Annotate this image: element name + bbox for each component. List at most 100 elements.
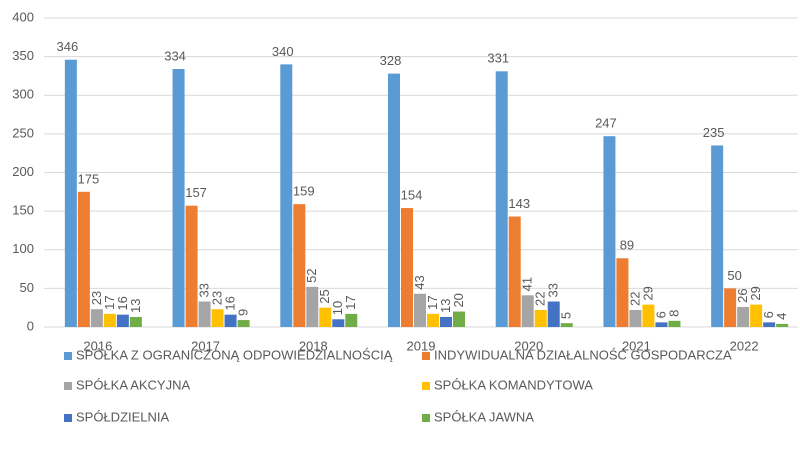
x-tick-label: 2021 [622, 338, 651, 353]
bar [560, 323, 573, 327]
x-tick-label: 2017 [191, 338, 220, 353]
data-label: 33 [546, 283, 561, 297]
bar [737, 306, 750, 327]
bar [668, 320, 681, 327]
bar [427, 313, 439, 327]
bar [116, 314, 129, 327]
bar [224, 314, 237, 327]
data-label: 143 [508, 196, 530, 211]
bar [293, 204, 306, 327]
data-label: 52 [304, 268, 319, 282]
data-label: 154 [401, 187, 423, 202]
data-label: 26 [735, 288, 750, 302]
y-tick-label: 100 [12, 241, 34, 256]
bar [776, 323, 789, 327]
legend-label: SPÓŁKA Z OGRANICZONĄ ODPOWIEDZIALNOŚCIĄ [76, 347, 393, 362]
x-tick-label: 2018 [299, 338, 328, 353]
bar [655, 322, 668, 327]
data-label: 22 [533, 292, 548, 306]
bar [750, 304, 763, 327]
bar [332, 319, 345, 327]
bar [198, 301, 211, 327]
x-tick-label: 2019 [407, 338, 436, 353]
data-label: 17 [102, 295, 117, 309]
data-label: 13 [438, 298, 453, 312]
bar [495, 71, 508, 328]
y-tick-label: 150 [12, 203, 34, 218]
data-label: 43 [412, 275, 427, 289]
data-label: 16 [223, 296, 238, 310]
bar [280, 64, 293, 327]
data-label: 346 [57, 39, 79, 54]
data-label: 17 [425, 295, 440, 309]
y-tick-label: 350 [12, 48, 34, 63]
y-tick-label: 250 [12, 125, 34, 140]
data-label: 247 [595, 116, 617, 131]
data-label: 331 [487, 51, 509, 66]
data-label: 33 [197, 283, 212, 297]
legend-swatch [64, 352, 72, 360]
data-label: 159 [293, 184, 315, 199]
bar [306, 286, 319, 327]
data-label: 328 [380, 53, 402, 68]
bar [172, 68, 185, 328]
data-label: 89 [620, 238, 634, 253]
data-label: 29 [640, 286, 655, 300]
data-label: 340 [272, 44, 294, 59]
legend-swatch [64, 382, 72, 390]
data-label: 6 [761, 311, 776, 318]
bar [401, 208, 413, 327]
bar [103, 313, 116, 327]
data-label: 16 [115, 296, 130, 310]
bar [724, 288, 737, 327]
bar [763, 322, 776, 327]
bar [453, 311, 465, 327]
bar [90, 309, 103, 327]
x-tick-label: 2022 [730, 338, 759, 353]
bar [521, 295, 534, 327]
data-label: 4 [774, 313, 789, 320]
legend-swatch [422, 414, 430, 422]
data-label: 25 [317, 289, 332, 303]
bar [508, 216, 521, 327]
bar [129, 316, 142, 327]
bar [64, 59, 77, 328]
data-label: 22 [627, 292, 642, 306]
legend-label: SPÓŁKA KOMANDYTOWA [434, 377, 593, 392]
data-label: 175 [78, 171, 100, 186]
y-tick-label: 400 [12, 9, 34, 24]
legend-label: SPÓŁKA AKCYJNA [76, 377, 190, 392]
data-label: 23 [89, 291, 104, 305]
legend-label: SPÓŁDZIELNIA [76, 409, 170, 424]
legend-swatch [422, 352, 430, 360]
data-label: 10 [330, 301, 345, 315]
bar [77, 191, 90, 327]
y-tick-label: 0 [27, 318, 34, 333]
legend-swatch [64, 414, 72, 422]
y-tick-label: 50 [20, 280, 34, 295]
legend-label: INDYWIDUALNA DZIAŁALNOŚĆ GOSPODARCZA [434, 347, 732, 362]
data-label: 334 [164, 48, 186, 63]
bar [629, 310, 642, 327]
y-tick-label: 200 [12, 164, 34, 179]
legend-swatch [422, 382, 430, 390]
data-label: 29 [748, 286, 763, 300]
data-label: 6 [653, 311, 668, 318]
bar [440, 316, 452, 327]
data-label: 17 [343, 295, 358, 309]
bar [185, 205, 198, 327]
data-label: 5 [559, 312, 574, 319]
legend-label: SPÓŁKA JAWNA [434, 409, 534, 424]
data-label: 235 [703, 125, 725, 140]
x-tick-label: 2020 [514, 338, 543, 353]
data-label: 20 [451, 293, 466, 307]
bar [345, 313, 358, 327]
x-tick-label: 2016 [83, 338, 112, 353]
bar [414, 293, 426, 327]
data-label: 13 [128, 298, 143, 312]
data-label: 157 [185, 185, 207, 200]
bar [237, 320, 250, 327]
bar [319, 307, 332, 327]
bar [547, 301, 560, 327]
